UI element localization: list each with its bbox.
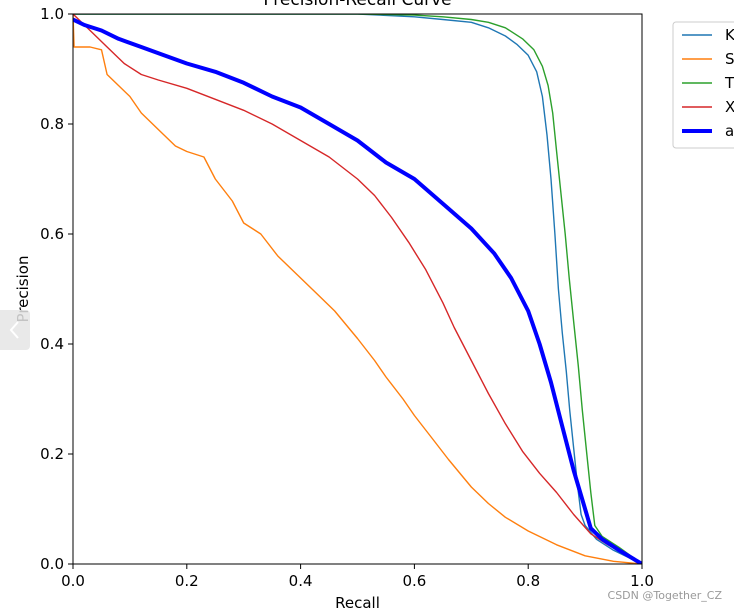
- series-line-a: [73, 17, 642, 564]
- series-line-S: [73, 14, 642, 564]
- y-tick-label: 0.2: [40, 445, 64, 463]
- y-axis-label: Precision: [14, 256, 32, 323]
- legend-label-K: K: [725, 26, 734, 44]
- x-tick-label: 0.0: [61, 572, 85, 590]
- y-tick-label: 0.6: [40, 225, 64, 243]
- series-line-K: [73, 14, 642, 564]
- previous-arrow-button[interactable]: [0, 310, 30, 350]
- y-tick-label: 0.8: [40, 115, 64, 133]
- legend-label-a: a: [725, 122, 734, 140]
- x-tick-label: 0.2: [175, 572, 199, 590]
- x-tick-label: 0.6: [402, 572, 426, 590]
- series-layer: [73, 14, 642, 564]
- legend-label-S: S: [725, 50, 734, 68]
- chart-title: Precision-Recall Curve: [263, 0, 451, 10]
- x-tick-label: 0.8: [516, 572, 540, 590]
- x-axis: 0.0 0.2 0.4 0.6 0.8 1.0: [61, 564, 654, 590]
- watermark: CSDN @Together_CZ: [607, 589, 722, 602]
- x-tick-label: 1.0: [630, 572, 654, 590]
- x-axis-label: Recall: [335, 594, 380, 608]
- plot-frame: [72, 13, 643, 565]
- legend-frame: [672, 21, 734, 149]
- y-tick-label: 0.4: [40, 335, 64, 353]
- chevron-left-icon: [7, 318, 19, 339]
- series-line-X: [73, 14, 642, 564]
- series-line-T: [73, 14, 642, 564]
- y-axis: 0.0 0.2 0.4 0.6 0.8 1.0: [40, 5, 73, 573]
- x-tick-label: 0.4: [289, 572, 313, 590]
- legend-label-X: X: [725, 98, 734, 116]
- y-tick-label: 1.0: [40, 5, 64, 23]
- legend-label-T: T: [724, 74, 734, 92]
- y-tick-label: 0.0: [40, 555, 64, 573]
